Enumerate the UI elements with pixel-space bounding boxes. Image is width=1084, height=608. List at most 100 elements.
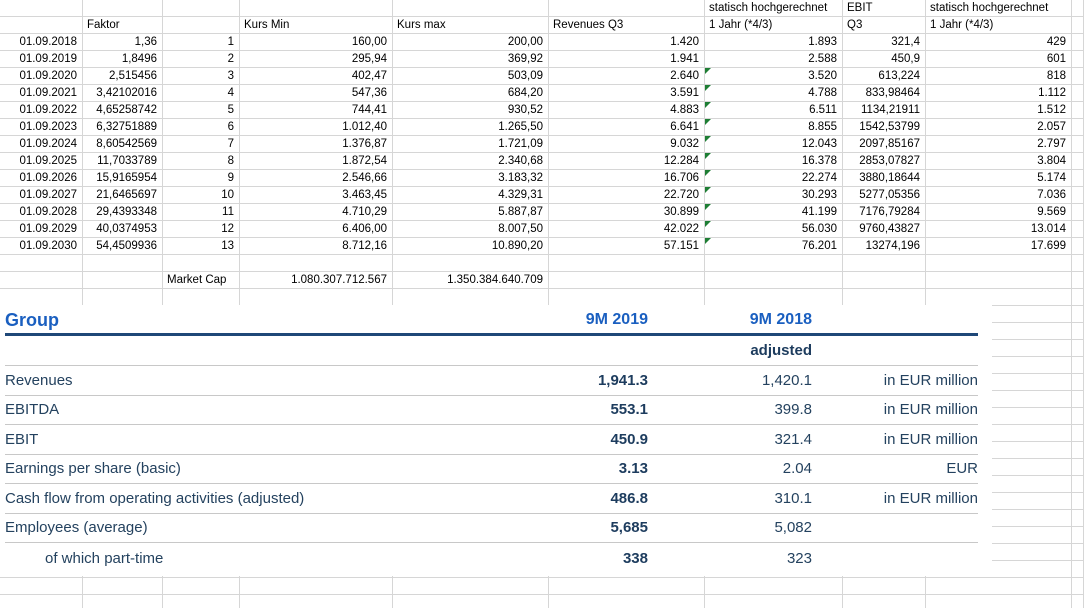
sheet-cell-r6-a[interactable]: 01.09.2021 xyxy=(0,85,83,102)
sheet-cell-r8-f[interactable]: 6.641 xyxy=(549,119,705,136)
sheet-cell-r36-g[interactable] xyxy=(705,595,843,608)
sheet-cell-r24-j[interactable] xyxy=(1072,391,1084,408)
sheet-cell-r11-e[interactable]: 3.183,32 xyxy=(393,170,549,187)
sheet-cell-r7-j[interactable] xyxy=(1072,102,1084,119)
sheet-cell-r6-h[interactable]: 833,98464 xyxy=(843,85,926,102)
sheet-cell-r17-h[interactable] xyxy=(843,272,926,289)
sheet-cell-r18-i[interactable] xyxy=(926,289,1072,306)
sheet-cell-r8-b[interactable]: 6,32751889 xyxy=(83,119,163,136)
sheet-cell-r11-g[interactable]: 22.274 xyxy=(705,170,843,187)
sheet-cell-r14-a[interactable]: 01.09.2029 xyxy=(0,221,83,238)
sheet-cell-r27-j[interactable] xyxy=(1072,442,1084,459)
sheet-cell-r4-e[interactable]: 369,92 xyxy=(393,51,549,68)
sheet-cell-r14-g[interactable]: 56.030 xyxy=(705,221,843,238)
sheet-cell-r15-d[interactable]: 8.712,16 xyxy=(240,238,393,255)
sheet-cell-r3-b[interactable]: 1,36 xyxy=(83,34,163,51)
sheet-cell-r20-i[interactable] xyxy=(926,323,1072,340)
sheet-cell-r2-j[interactable] xyxy=(1072,17,1084,34)
sheet-cell-r5-e[interactable]: 503,09 xyxy=(393,68,549,85)
sheet-cell-r16-c[interactable] xyxy=(163,255,240,272)
sheet-cell-r29-i[interactable] xyxy=(926,476,1072,493)
sheet-cell-r34-j[interactable] xyxy=(1072,561,1084,578)
sheet-cell-r11-h[interactable]: 3880,18644 xyxy=(843,170,926,187)
sheet-cell-r20-j[interactable] xyxy=(1072,323,1084,340)
sheet-cell-r4-c[interactable]: 2 xyxy=(163,51,240,68)
sheet-cell-r2-i[interactable]: 1 Jahr (*4/3) xyxy=(926,17,1072,34)
sheet-cell-r36-d[interactable] xyxy=(240,595,393,608)
sheet-cell-r5-b[interactable]: 2,515456 xyxy=(83,68,163,85)
sheet-cell-r15-f[interactable]: 57.151 xyxy=(549,238,705,255)
sheet-cell-r3-h[interactable]: 321,4 xyxy=(843,34,926,51)
sheet-cell-r30-j[interactable] xyxy=(1072,493,1084,510)
sheet-cell-r16-e[interactable] xyxy=(393,255,549,272)
sheet-cell-r1-e[interactable] xyxy=(393,0,549,17)
sheet-cell-r13-d[interactable]: 4.710,29 xyxy=(240,204,393,221)
sheet-cell-r15-b[interactable]: 54,4509936 xyxy=(83,238,163,255)
sheet-cell-r35-h[interactable] xyxy=(843,578,926,595)
sheet-cell-r32-i[interactable] xyxy=(926,527,1072,544)
sheet-cell-r10-c[interactable]: 8 xyxy=(163,153,240,170)
sheet-cell-r10-g[interactable]: 16.378 xyxy=(705,153,843,170)
sheet-cell-r1-j[interactable] xyxy=(1072,0,1084,17)
sheet-cell-r36-h[interactable] xyxy=(843,595,926,608)
sheet-cell-r7-c[interactable]: 5 xyxy=(163,102,240,119)
sheet-cell-r13-a[interactable]: 01.09.2028 xyxy=(0,204,83,221)
sheet-cell-r32-j[interactable] xyxy=(1072,527,1084,544)
sheet-cell-r10-j[interactable] xyxy=(1072,153,1084,170)
sheet-cell-r11-c[interactable]: 9 xyxy=(163,170,240,187)
sheet-cell-r29-j[interactable] xyxy=(1072,476,1084,493)
sheet-cell-r17-g[interactable] xyxy=(705,272,843,289)
sheet-cell-r8-c[interactable]: 6 xyxy=(163,119,240,136)
sheet-cell-r34-i[interactable] xyxy=(926,561,1072,578)
sheet-cell-r14-e[interactable]: 8.007,50 xyxy=(393,221,549,238)
sheet-cell-r14-j[interactable] xyxy=(1072,221,1084,238)
sheet-cell-r33-i[interactable] xyxy=(926,544,1072,561)
sheet-cell-r15-e[interactable]: 10.890,20 xyxy=(393,238,549,255)
sheet-cell-r9-d[interactable]: 1.376,87 xyxy=(240,136,393,153)
sheet-cell-r12-a[interactable]: 01.09.2027 xyxy=(0,187,83,204)
sheet-cell-r11-b[interactable]: 15,9165954 xyxy=(83,170,163,187)
sheet-cell-r7-h[interactable]: 1134,21911 xyxy=(843,102,926,119)
sheet-cell-r15-i[interactable]: 17.699 xyxy=(926,238,1072,255)
sheet-cell-r35-c[interactable] xyxy=(163,578,240,595)
sheet-cell-r6-j[interactable] xyxy=(1072,85,1084,102)
sheet-cell-r6-f[interactable]: 3.591 xyxy=(549,85,705,102)
sheet-cell-r8-a[interactable]: 01.09.2023 xyxy=(0,119,83,136)
sheet-cell-r16-f[interactable] xyxy=(549,255,705,272)
sheet-cell-r11-i[interactable]: 5.174 xyxy=(926,170,1072,187)
sheet-cell-r18-e[interactable] xyxy=(393,289,549,306)
sheet-cell-r12-h[interactable]: 5277,05356 xyxy=(843,187,926,204)
sheet-cell-r35-f[interactable] xyxy=(549,578,705,595)
sheet-cell-r33-j[interactable] xyxy=(1072,544,1084,561)
sheet-cell-r18-g[interactable] xyxy=(705,289,843,306)
sheet-cell-r35-e[interactable] xyxy=(393,578,549,595)
sheet-cell-r8-e[interactable]: 1.265,50 xyxy=(393,119,549,136)
sheet-cell-r8-j[interactable] xyxy=(1072,119,1084,136)
sheet-cell-r17-b[interactable] xyxy=(83,272,163,289)
sheet-cell-r14-i[interactable]: 13.014 xyxy=(926,221,1072,238)
sheet-cell-r17-e[interactable]: 1.350.384.640.709 xyxy=(393,272,549,289)
sheet-cell-r1-d[interactable] xyxy=(240,0,393,17)
sheet-cell-r36-c[interactable] xyxy=(163,595,240,608)
sheet-cell-r10-e[interactable]: 2.340,68 xyxy=(393,153,549,170)
sheet-cell-r17-f[interactable] xyxy=(549,272,705,289)
sheet-cell-r36-b[interactable] xyxy=(83,595,163,608)
sheet-cell-r18-j[interactable] xyxy=(1072,289,1084,306)
sheet-cell-r27-i[interactable] xyxy=(926,442,1072,459)
sheet-cell-r1-g[interactable]: statisch hochgerechnet xyxy=(705,0,843,17)
sheet-cell-r12-g[interactable]: 30.293 xyxy=(705,187,843,204)
sheet-cell-r13-f[interactable]: 30.899 xyxy=(549,204,705,221)
sheet-cell-r8-i[interactable]: 2.057 xyxy=(926,119,1072,136)
sheet-cell-r18-a[interactable] xyxy=(0,289,83,306)
sheet-cell-r5-j[interactable] xyxy=(1072,68,1084,85)
sheet-cell-r10-h[interactable]: 2853,07827 xyxy=(843,153,926,170)
sheet-cell-r9-e[interactable]: 1.721,09 xyxy=(393,136,549,153)
sheet-cell-r28-i[interactable] xyxy=(926,459,1072,476)
sheet-cell-r17-c[interactable]: Market Cap xyxy=(163,272,240,289)
sheet-cell-r5-i[interactable]: 818 xyxy=(926,68,1072,85)
sheet-cell-r17-d[interactable]: 1.080.307.712.567 xyxy=(240,272,393,289)
sheet-cell-r13-e[interactable]: 5.887,87 xyxy=(393,204,549,221)
sheet-cell-r35-d[interactable] xyxy=(240,578,393,595)
sheet-cell-r1-f[interactable] xyxy=(549,0,705,17)
sheet-cell-r9-f[interactable]: 9.032 xyxy=(549,136,705,153)
